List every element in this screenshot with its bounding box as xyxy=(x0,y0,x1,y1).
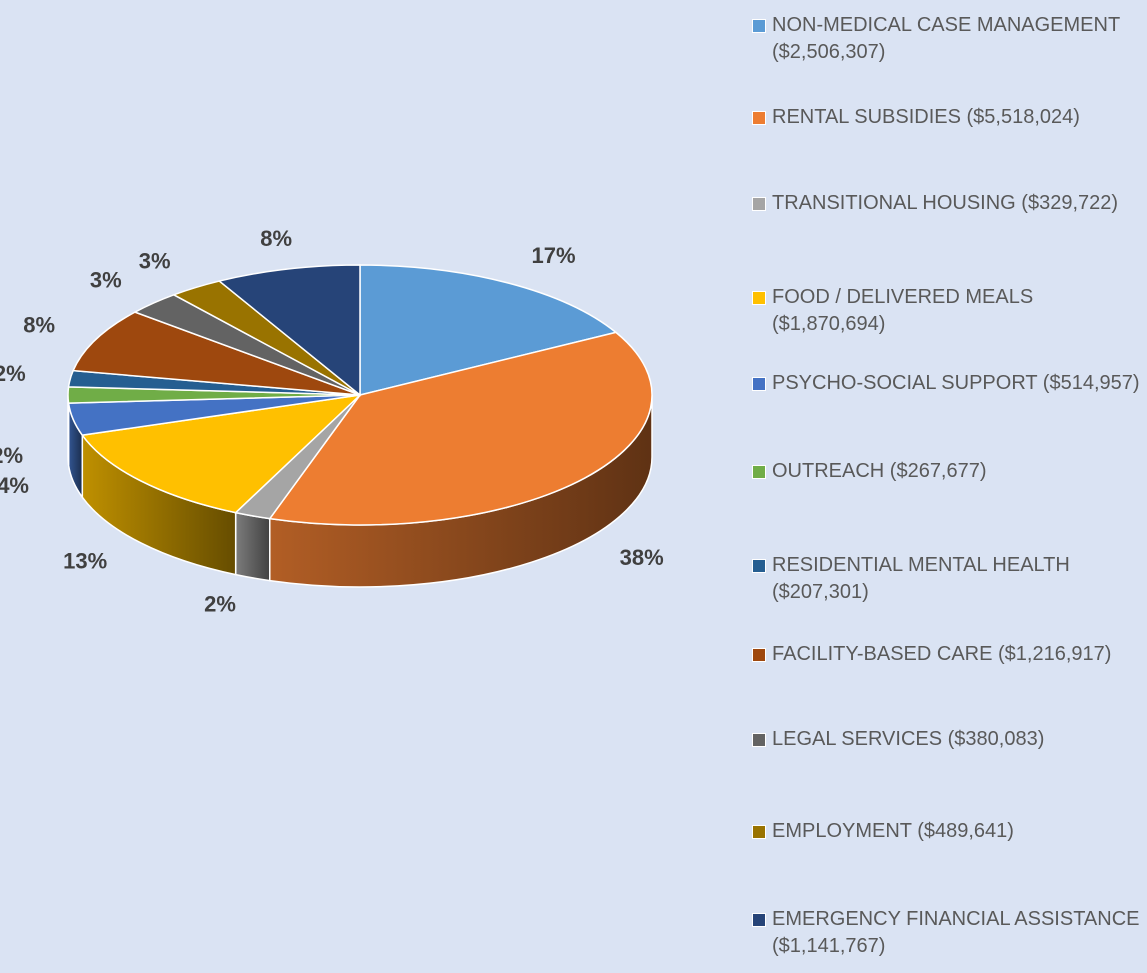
legend-label: PSYCHO-SOCIAL SUPPORT ($514,957) xyxy=(772,372,1140,394)
slice-side xyxy=(234,511,271,582)
data-label: 2% xyxy=(0,361,26,386)
slice xyxy=(72,311,361,396)
data-label: 8% xyxy=(23,313,55,338)
slice xyxy=(80,393,363,514)
legend-entry: LEGAL SERVICES ($380,083) xyxy=(752,726,1142,753)
data-label: 38% xyxy=(620,545,664,570)
data-label: 4% xyxy=(0,473,29,498)
legend-swatch xyxy=(752,825,766,839)
legend-swatch xyxy=(752,648,766,662)
legend-entry: OUTREACH ($267,677) xyxy=(752,458,1142,485)
legend-swatch xyxy=(752,19,766,33)
legend-swatch xyxy=(752,559,766,573)
legend-label: EMERGENCY FINANCIAL ASSISTANCE ($1,141,7… xyxy=(772,908,1140,957)
legend-label: RENTAL SUBSIDIES ($5,518,024) xyxy=(772,106,1080,128)
data-label: 8% xyxy=(260,226,292,251)
legend-swatch xyxy=(752,197,766,211)
legend-swatch xyxy=(752,913,766,927)
legend-swatch xyxy=(752,377,766,391)
legend-entry: FOOD / DELIVERED MEALS ($1,870,694) xyxy=(752,284,1142,338)
slice xyxy=(217,264,361,397)
data-label: 3% xyxy=(90,268,122,293)
legend-entry: NON-MEDICAL CASE MANAGEMENT ($2,506,307) xyxy=(752,12,1142,66)
legend-swatch xyxy=(752,733,766,747)
legend-swatch xyxy=(752,111,766,125)
legend-entry: TRANSITIONAL HOUSING ($329,722) xyxy=(752,190,1142,217)
legend-entry: PSYCHO-SOCIAL SUPPORT ($514,957) xyxy=(752,370,1142,397)
legend-label: RESIDENTIAL MENTAL HEALTH ($207,301) xyxy=(772,554,1070,603)
legend-label: OUTREACH ($267,677) xyxy=(772,460,987,482)
legend-label: LEGAL SERVICES ($380,083) xyxy=(772,728,1045,750)
data-label: 17% xyxy=(532,243,576,268)
tops xyxy=(67,264,653,526)
slice xyxy=(359,264,618,396)
legend-entry: EMPLOYMENT ($489,641) xyxy=(752,818,1142,845)
legend-entry: FACILITY-BASED CARE ($1,216,917) xyxy=(752,641,1142,668)
legend-entry: EMERGENCY FINANCIAL ASSISTANCE ($1,141,7… xyxy=(752,906,1142,960)
slice xyxy=(268,331,653,526)
legend-swatch xyxy=(752,291,766,305)
legend-label: TRANSITIONAL HOUSING ($329,722) xyxy=(772,192,1119,214)
legend-label: FACILITY-BASED CARE ($1,216,917) xyxy=(772,643,1112,665)
data-label: 2% xyxy=(0,443,23,468)
legend-swatch xyxy=(752,465,766,479)
data-label: 2% xyxy=(204,592,236,617)
labels: 17% 38% 2% 13% 4% 2% 2% 8% 3% 3% 8% xyxy=(0,226,664,617)
legend-label: FOOD / DELIVERED MEALS ($1,870,694) xyxy=(772,286,1034,335)
legend-entry: RESIDENTIAL MENTAL HEALTH ($207,301) xyxy=(752,552,1142,606)
data-label: 3% xyxy=(139,248,171,273)
legend-label: NON-MEDICAL CASE MANAGEMENT ($2,506,307) xyxy=(772,14,1120,63)
legend-label: EMPLOYMENT ($489,641) xyxy=(772,820,1014,842)
legend-entry: RENTAL SUBSIDIES ($5,518,024) xyxy=(752,104,1142,131)
data-label: 13% xyxy=(63,549,107,574)
